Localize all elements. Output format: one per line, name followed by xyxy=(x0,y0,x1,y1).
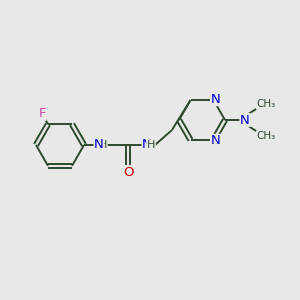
Text: O: O xyxy=(123,167,133,179)
Text: H: H xyxy=(147,140,155,150)
Text: N: N xyxy=(211,134,220,147)
Text: N: N xyxy=(142,139,152,152)
Text: F: F xyxy=(38,107,46,120)
Text: H: H xyxy=(99,140,107,150)
Text: N: N xyxy=(211,93,220,106)
Text: N: N xyxy=(240,113,250,127)
Text: CH₃: CH₃ xyxy=(256,131,276,141)
Text: CH₃: CH₃ xyxy=(256,99,276,109)
Text: N: N xyxy=(94,139,104,152)
